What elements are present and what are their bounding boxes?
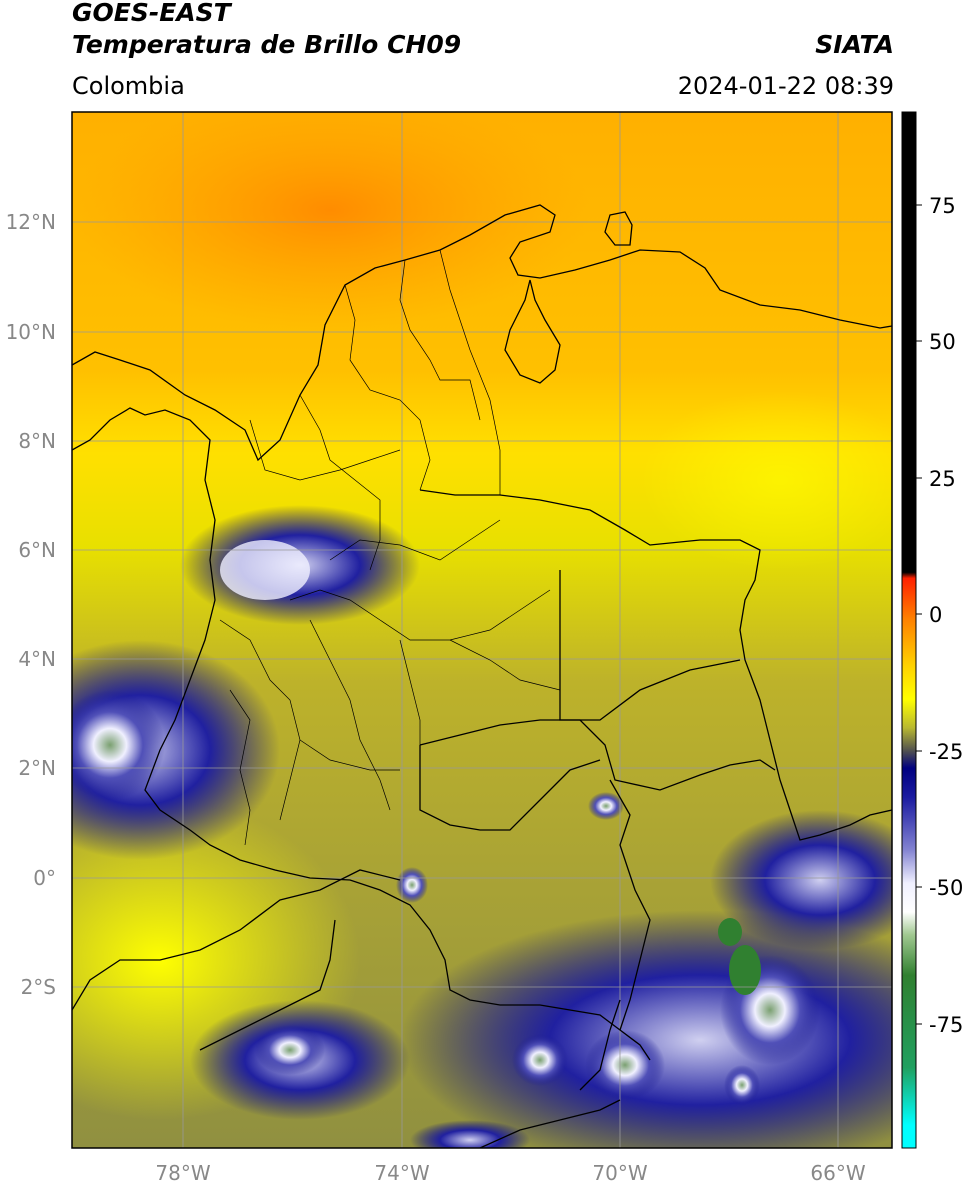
colorbar-tick-label: 0 xyxy=(929,603,942,627)
colorbar-tick-label: 50 xyxy=(929,330,956,354)
department-borders xyxy=(219,249,561,846)
lat-label: 4°N xyxy=(18,647,56,671)
product-title: Temperatura de Brillo CH09 xyxy=(72,30,462,59)
colorbar-tick-label: -50 xyxy=(929,876,963,900)
latitude-labels: 12°N 10°N 8°N 6°N 4°N 2°N 0° 2°S xyxy=(6,210,56,999)
datetime-label: 2024-01-22 08:39 xyxy=(677,72,894,100)
colorbar-tick-label: 25 xyxy=(929,467,956,491)
organization-label: SIATA xyxy=(815,30,894,59)
country-borders xyxy=(72,204,892,1148)
map-frame xyxy=(71,111,893,1149)
brightness-temperature-field xyxy=(72,112,892,1148)
colorbar-frame xyxy=(901,111,917,1149)
colorbar: 75 50 25 0 -25 -50 -75 xyxy=(901,111,963,1149)
lon-label: 78°W xyxy=(155,1161,210,1185)
lat-label: 2°N xyxy=(18,756,56,780)
longitude-labels: 78°W 74°W 70°W 66°W xyxy=(155,1161,865,1185)
lon-label: 66°W xyxy=(810,1161,865,1185)
lon-label: 74°W xyxy=(374,1161,429,1185)
lat-label: 8°N xyxy=(18,429,56,453)
colorbar-tick-label: 75 xyxy=(929,194,956,218)
satellite-title: GOES-EAST xyxy=(72,0,231,27)
colorbar-tick-label: -75 xyxy=(929,1013,963,1037)
graticule xyxy=(72,112,892,1148)
lat-label: 2°S xyxy=(21,975,56,999)
colorbar-tick-label: -25 xyxy=(929,740,963,764)
lat-label: 6°N xyxy=(18,538,56,562)
colorbar-gradient xyxy=(902,112,916,1148)
lon-label: 70°W xyxy=(592,1161,647,1185)
region-label: Colombia xyxy=(72,72,185,100)
lat-label: 12°N xyxy=(6,210,56,234)
lat-label: 0° xyxy=(33,866,56,890)
lat-label: 10°N xyxy=(6,320,56,344)
